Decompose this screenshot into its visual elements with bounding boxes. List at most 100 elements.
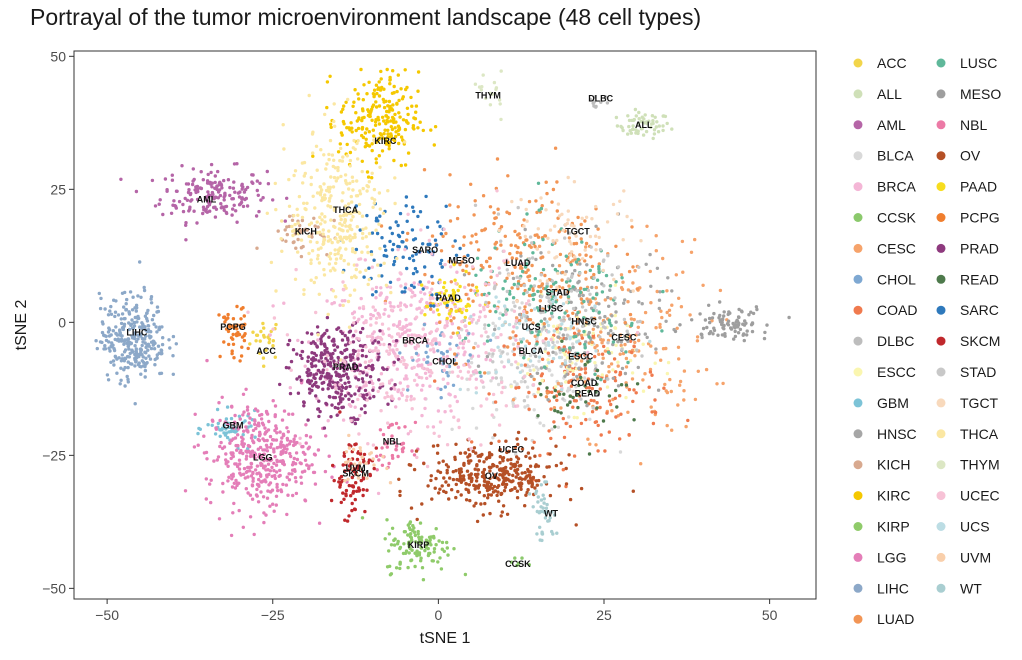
point-ucec — [445, 364, 449, 369]
point-meso — [701, 326, 706, 331]
point-kirp — [406, 565, 410, 570]
point-lihc — [138, 260, 142, 264]
point-luad — [492, 221, 496, 226]
point-uvm — [344, 450, 349, 454]
point-luad — [455, 216, 460, 221]
point-ov — [493, 489, 498, 493]
point-kirp — [388, 564, 392, 568]
point-escc — [568, 367, 572, 372]
point-kirc — [406, 112, 410, 117]
point-prad — [343, 381, 347, 385]
point-thym — [473, 82, 478, 86]
point-ov — [474, 479, 479, 483]
point-sarc — [415, 270, 419, 274]
point-thca — [279, 237, 283, 241]
point-luad — [506, 174, 510, 178]
point-all — [627, 124, 631, 129]
point-chol — [434, 342, 438, 346]
point-tgct — [510, 199, 514, 204]
point-prad — [343, 348, 347, 353]
point-chol — [441, 352, 445, 356]
point-luad — [493, 242, 497, 246]
point-paad — [474, 285, 479, 289]
point-luad — [448, 203, 452, 207]
point-cesc — [619, 273, 624, 277]
point-lgg — [261, 479, 265, 483]
point-lusc — [564, 280, 569, 284]
point-ov — [476, 486, 480, 490]
point-chol — [406, 388, 410, 392]
point-ov — [501, 504, 506, 508]
point-ucec — [394, 354, 398, 358]
point-ucec — [438, 280, 442, 284]
point-ov — [454, 442, 458, 446]
point-thca — [327, 199, 331, 203]
point-thca — [330, 153, 335, 157]
point-blca — [554, 306, 558, 310]
point-lihc — [145, 311, 149, 315]
point-ov — [535, 483, 539, 487]
point-thca — [350, 227, 354, 232]
point-ov — [523, 470, 527, 475]
point-paad — [442, 292, 447, 296]
point-lusc — [574, 334, 578, 339]
point-ov — [513, 445, 518, 449]
point-prad — [339, 329, 343, 334]
point-lgg — [249, 465, 253, 469]
point-prad — [344, 385, 349, 389]
point-thca — [348, 293, 352, 297]
point-prad — [367, 380, 372, 385]
point-lusc — [494, 310, 498, 314]
point-thca — [323, 215, 327, 219]
point-sarc — [358, 228, 362, 232]
point-prad — [376, 340, 381, 344]
point-aml — [239, 200, 244, 205]
point-hnsc — [658, 290, 662, 294]
point-ov — [524, 437, 528, 441]
point-lgg — [298, 461, 302, 465]
point-lihc — [123, 365, 127, 370]
point-lihc — [133, 364, 137, 368]
point-hnsc — [583, 351, 587, 355]
point-lgg — [241, 451, 245, 456]
point-stad — [554, 352, 558, 356]
point-lgg — [248, 451, 253, 455]
point-ucec — [410, 407, 414, 411]
point-prad — [351, 352, 355, 356]
point-prad — [370, 363, 375, 368]
point-brca — [478, 303, 482, 307]
series-chol — [377, 322, 493, 400]
point-ucec — [442, 334, 446, 338]
point-prad — [353, 392, 357, 396]
point-aml — [235, 162, 239, 166]
point-lusc — [604, 273, 609, 278]
point-hnsc — [622, 301, 626, 305]
point-pcpg — [235, 327, 239, 331]
point-hnsc — [614, 310, 618, 314]
point-thca — [333, 248, 337, 252]
point-cesc — [556, 381, 561, 386]
point-ov — [430, 497, 434, 501]
point-pcpg — [222, 315, 226, 320]
point-escc — [554, 346, 558, 350]
point-prad — [336, 406, 340, 410]
point-lihc — [119, 321, 124, 326]
point-lusc — [546, 291, 550, 296]
point-lgg — [204, 497, 208, 501]
point-lgg — [285, 436, 289, 441]
point-lihc — [137, 361, 141, 365]
point-brca — [393, 387, 397, 391]
point-escc — [540, 378, 544, 383]
point-read — [557, 392, 562, 396]
point-cesc — [619, 343, 623, 348]
point-blca — [450, 427, 454, 431]
point-skcm — [332, 478, 336, 483]
point-lusc — [583, 342, 587, 347]
point-ucec — [467, 339, 471, 343]
point-ucec — [449, 265, 453, 269]
point-thca — [386, 189, 390, 193]
point-ov — [444, 463, 449, 467]
point-thca — [344, 224, 348, 228]
point-lgg — [286, 430, 290, 434]
point-ucec — [349, 419, 353, 423]
